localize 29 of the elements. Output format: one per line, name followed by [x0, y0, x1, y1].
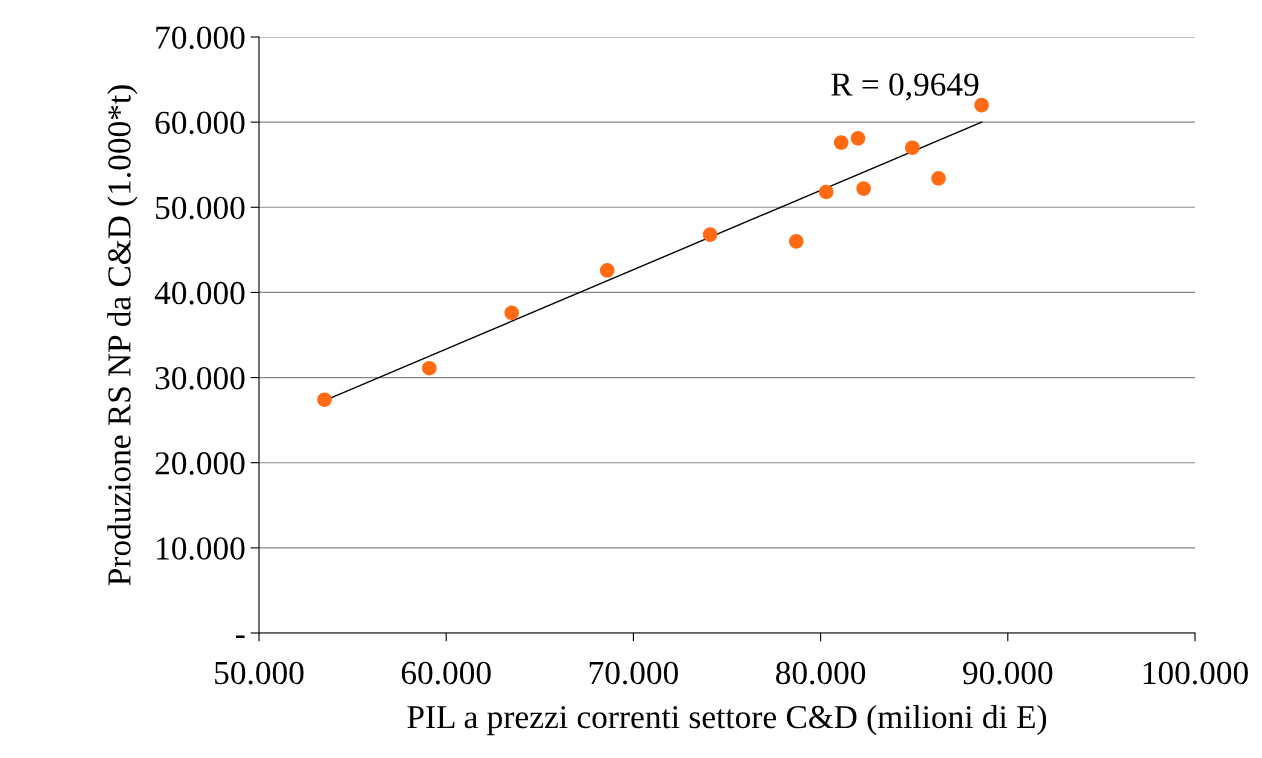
- x-tick-label: 70.000: [589, 661, 678, 685]
- point: [856, 181, 871, 196]
- y-tick-label: 60.000: [155, 111, 245, 135]
- y-tick-label: 30.000: [155, 366, 245, 390]
- point: [833, 135, 849, 150]
- x-tick-label: 90.000: [963, 661, 1053, 685]
- x-tick-label: 60.000: [401, 661, 491, 685]
- y-tick-label: 70.000: [156, 26, 245, 50]
- x-tick-label: 50.000: [215, 661, 304, 685]
- point: [422, 360, 437, 376]
- y-tick-label: 10.000: [157, 537, 245, 560]
- point: [317, 392, 332, 407]
- point: [788, 234, 804, 249]
- x-tick-label: 100.000: [1143, 661, 1248, 685]
- y-tick-label: -: [235, 635, 245, 638]
- x-tick-label: 80.000: [776, 661, 866, 685]
- y-tick-label: 20.000: [155, 452, 245, 475]
- y-axis-title: Produzione RS NP da C&D (1.000*t): [107, 85, 138, 586]
- point: [850, 131, 866, 146]
- point: [702, 227, 718, 242]
- point: [818, 184, 834, 200]
- y-tick-label: 50.000: [156, 196, 245, 220]
- annotation: R = 0,9649: [831, 73, 979, 101]
- point: [931, 171, 946, 186]
- point: [504, 305, 519, 321]
- y-tick-label: 40.000: [154, 281, 245, 305]
- x-axis-title: PIL a prezzi correnti settore C&D (milioni di E): [407, 704, 1047, 736]
- point: [599, 263, 615, 278]
- point: [905, 140, 920, 155]
